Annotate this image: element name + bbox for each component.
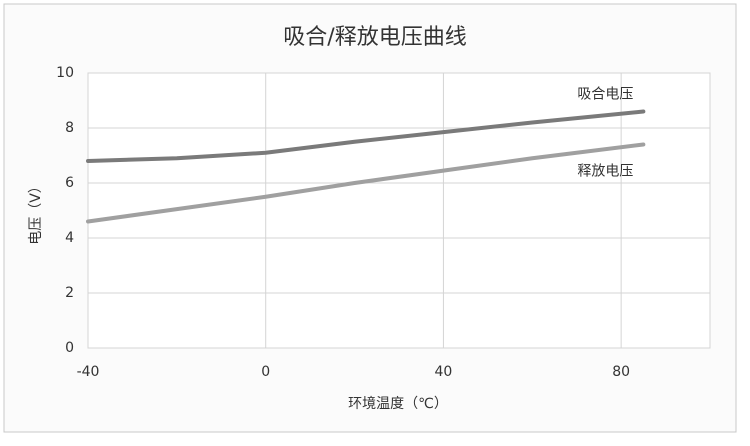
series-line (86, 142, 646, 224)
y-tick-label: 2 (65, 285, 74, 301)
series-label: 释放电压 (577, 164, 633, 180)
y-axis-label: 电压（V） (28, 179, 44, 245)
y-tick-label: 0 (65, 340, 74, 356)
y-tick-label: 6 (65, 175, 74, 191)
y-tick-label: 8 (65, 120, 74, 136)
series-line (86, 109, 646, 163)
x-axis-label: 环境温度（℃） (348, 396, 448, 412)
x-tick-label: 40 (435, 364, 453, 380)
chart-title: 吸合/释放电压曲线 (283, 25, 466, 50)
y-tick-label: 10 (56, 65, 74, 81)
x-tick-label: 80 (612, 364, 630, 380)
x-tick-label: -40 (77, 364, 100, 380)
y-tick-label: 4 (65, 230, 74, 246)
series-label: 吸合电压 (577, 87, 633, 103)
plot-area (87, 72, 711, 349)
x-tick-label: 0 (261, 364, 270, 380)
